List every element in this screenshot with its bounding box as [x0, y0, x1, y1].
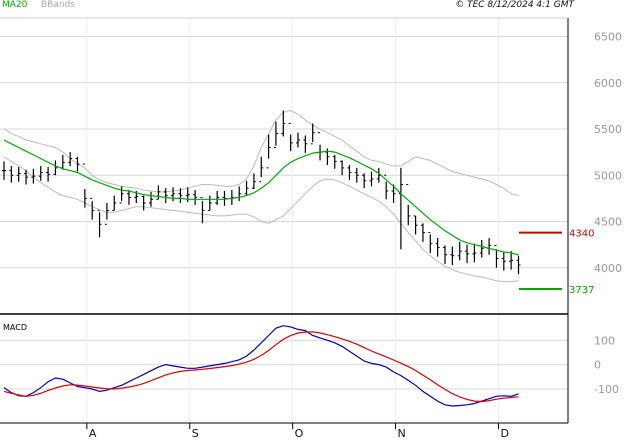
price-tick-label: 6000 — [594, 77, 622, 90]
price-tick-label: 6500 — [594, 31, 622, 44]
bbands-lower-line — [3, 156, 519, 283]
macd-panel-bg — [0, 316, 568, 423]
bbands-upper-line — [3, 109, 519, 197]
x-tick-label: N — [398, 427, 406, 440]
price-panel-bg — [0, 18, 568, 314]
price-tick-label: 5500 — [594, 123, 622, 136]
price-tick-label: 5000 — [594, 169, 622, 182]
price-level-label: 4340 — [569, 229, 594, 240]
macd-series-macd — [3, 325, 519, 407]
price-tick-label: 4000 — [594, 262, 622, 275]
macd-tick-label: 100 — [594, 334, 615, 347]
x-tick-label: O — [295, 427, 304, 440]
price-tick-label: 4500 — [594, 216, 622, 229]
legend-ma20: MA20 — [2, 0, 28, 10]
macd-panel-label: MACD — [3, 323, 27, 332]
x-tick-label: A — [89, 427, 97, 440]
copyright-stamp: © TEC 8/12/2024 4:1 GMT — [455, 0, 574, 10]
x-tick-label: D — [500, 427, 508, 440]
macd-tick-label: 0 — [594, 359, 601, 372]
macd-series-signal — [3, 331, 519, 403]
macd-tick-label: -100 — [594, 383, 619, 396]
ma20-line — [3, 139, 519, 256]
price-level-label: 3737 — [569, 285, 594, 296]
legend-bbands: BBands — [41, 0, 75, 10]
x-tick-label: S — [192, 427, 199, 440]
